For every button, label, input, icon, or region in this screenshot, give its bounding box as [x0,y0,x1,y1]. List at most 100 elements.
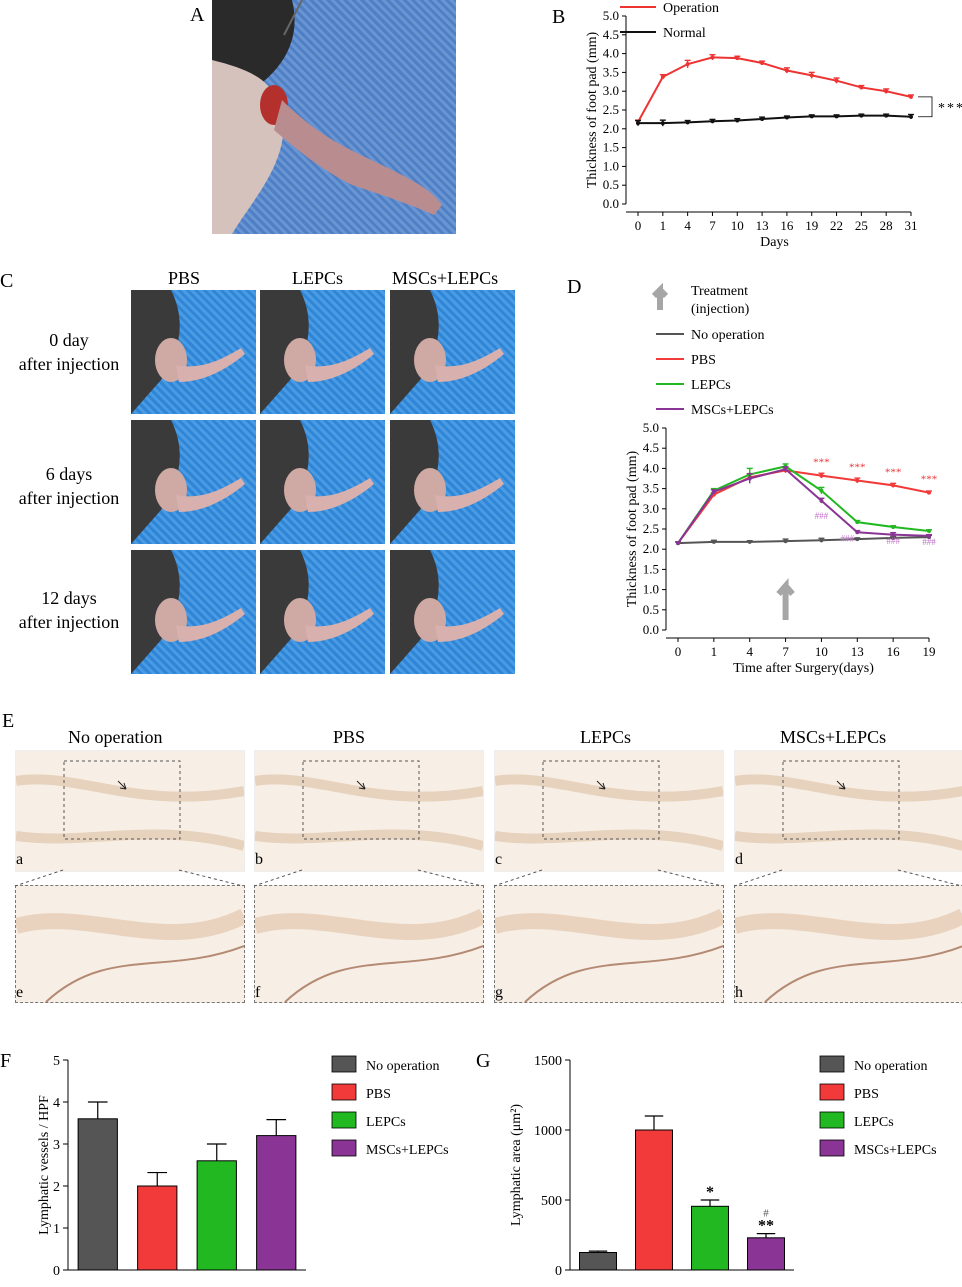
c-row-0day-line1: 0 day [49,330,89,350]
bar [747,1237,785,1271]
x-tick-label: 22 [830,218,843,233]
c-photo [390,420,515,544]
histology-overview: d [734,750,962,872]
normal-line [638,114,912,125]
mscs-lepcs-point [711,489,716,494]
mscs-lepcs-point [676,541,680,546]
e-col-lepcs: LEPCs [580,727,632,747]
mscs-lepcs-point [747,476,752,481]
histology-zoom-svg [735,908,962,1002]
operation-point [710,55,715,60]
mscs-lepcs-point [927,533,931,538]
mscs-lepcs-point [819,498,824,503]
panel-g-label: G [476,1050,491,1072]
x-tick-label: 19 [923,644,936,659]
y-tick-label: 1.5 [643,561,659,576]
c-photo-mouse [390,550,504,674]
mouse-illustration [212,0,442,234]
y-axis-label: Lymphatic area (μm²) [509,1104,524,1226]
bar-hash-mark: # [763,1208,769,1220]
histology-zoom: f [254,885,484,1003]
legend-label: No operation [854,1059,927,1074]
normal-point [809,114,814,119]
bar-sig-mark: ** [758,1218,774,1235]
y-tick-label: 4.0 [643,460,659,475]
pbs-point [927,490,931,495]
operation-point [735,56,740,61]
zoom-connector-right [417,869,483,887]
c-photo [131,550,256,674]
pbs-point [855,478,860,483]
normal-point [710,119,715,124]
c-row-0day-line2: after injection [18,354,120,374]
y-tick-label: 2.5 [643,521,659,536]
c-photo-mouse [260,550,374,674]
significance-stars: **** [938,101,962,116]
c-photo-mouse [260,420,374,544]
pbs-point [891,483,896,488]
legend-swatch [331,1111,357,1129]
c-photo-mouse [390,290,504,414]
c-photo [260,550,385,674]
histology-letter: f [255,984,261,1001]
y-tick-label: 0.5 [643,602,659,617]
x-axis-label: Days [760,235,789,250]
normal-point [685,120,690,125]
bar [137,1185,178,1271]
treatment-label-2: (injection) [691,302,750,317]
histology-letter: d [735,851,743,868]
c-photo-mouse [131,290,245,414]
x-tick-label: 31 [905,218,918,233]
zoom-connector-left [14,869,64,887]
c-row-12days-line2: after injection [18,612,120,632]
y-tick-label: 0 [53,1264,60,1279]
y-tick-label: 0 [555,1264,562,1279]
histology-zoom: e [15,885,245,1003]
no-operation-point [819,538,824,543]
x-tick-label: 25 [855,218,868,233]
y-tick-label: 4.5 [643,440,659,455]
lepcs-point [819,488,824,493]
zoom-connector-left [733,869,783,887]
y-tick-label: 2.5 [603,102,619,117]
c-photo [131,420,256,544]
x-tick-label: 28 [880,218,893,233]
c-photo-mouse [390,420,504,544]
treatment-arrow-axis [776,578,795,620]
y-tick-label: 2.0 [603,121,619,136]
lepcs-point [927,529,931,534]
c-row-12days: 12 days after injection [8,586,130,634]
y-tick-label: 2 [53,1180,60,1195]
pbs-line [677,469,930,544]
x-tick-label: 10 [815,644,828,659]
x-tick-label: 10 [731,218,744,233]
y-axis-label: Thickness of foot pad (mm) [585,32,600,189]
no-operation-point [891,535,896,540]
legend-label-pbs: PBS [691,353,716,368]
y-tick-label: 3 [53,1138,60,1153]
y-tick-label: 3.5 [603,64,619,79]
normal-point [784,115,789,120]
normal-point [636,121,640,126]
histology-letter: e [16,984,24,1001]
no-operation-line [677,536,930,545]
x-axis-label: Time after Surgery(days) [733,661,874,676]
bar [635,1129,673,1271]
c-row-6days-line2: after injection [18,488,120,508]
y-tick-label: 500 [541,1194,562,1209]
legend-label: LEPCs [854,1115,894,1130]
y-tick-label: 3.0 [643,501,659,516]
histology-overview-svg [255,760,483,851]
x-tick-label: 16 [887,644,901,659]
histology-overview: b [254,750,484,872]
histology-zoom-connector [493,869,723,887]
y-tick-label: 0.5 [603,177,619,192]
y-tick-label: 1000 [534,1124,562,1139]
histology-zoom: h [734,885,962,1003]
operation-point [909,94,913,99]
sig-mark: *** [813,457,830,469]
c-row-12days-line1: 12 days [41,588,97,608]
legend-label-lepcs: LEPCs [691,378,731,393]
histology-zoom-connector [253,869,483,887]
